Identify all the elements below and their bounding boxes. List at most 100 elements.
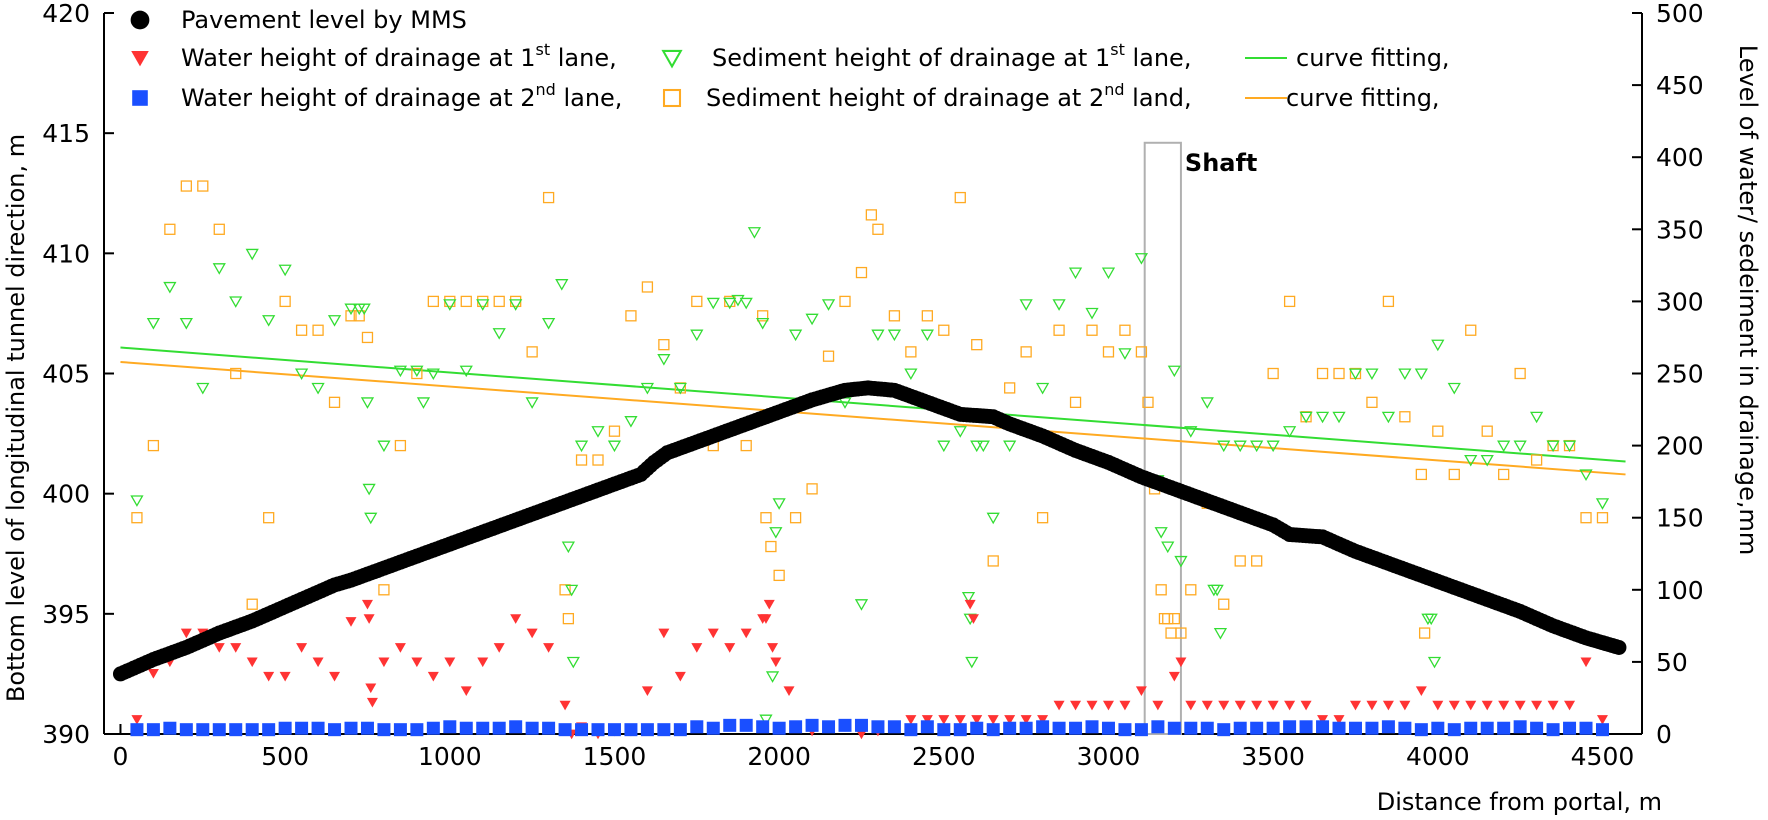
water2-point — [1299, 720, 1313, 734]
water1-point — [1004, 715, 1016, 725]
water2-point — [624, 723, 638, 737]
sed1-point — [1513, 440, 1527, 453]
water2-point — [1447, 723, 1461, 737]
water2-point — [1316, 720, 1330, 734]
sed1-point — [163, 281, 177, 294]
water2-point — [410, 723, 424, 737]
sed2-point — [378, 584, 390, 596]
water1-point — [1448, 700, 1460, 711]
sed1-point — [364, 512, 378, 525]
sed2-point — [361, 331, 374, 344]
sed1-point — [1134, 253, 1149, 265]
water2-point — [1332, 721, 1346, 735]
y-right-tick-label: 150 — [1656, 504, 1704, 533]
water1-point — [1564, 700, 1576, 711]
sed1-point — [1154, 527, 1168, 539]
sed1-point — [1118, 348, 1132, 360]
water1-legend-text: Water height of drainage at 1 — [181, 44, 536, 72]
sed2-point — [608, 425, 621, 437]
water1-point — [543, 643, 555, 653]
water2-point — [904, 723, 918, 737]
sed1-point — [739, 297, 753, 310]
y-right-tick-label: 250 — [1656, 360, 1704, 389]
sed1-point — [640, 382, 655, 395]
sed2-point — [1185, 584, 1197, 596]
sed2-point — [1251, 555, 1263, 567]
sed2-point — [1596, 512, 1609, 524]
sed1-point — [591, 426, 605, 438]
sed1-point — [1497, 440, 1511, 453]
x-tick-label: 2500 — [912, 742, 976, 771]
sed2-point — [865, 209, 878, 221]
water1-point — [1465, 700, 1477, 711]
sed1-point — [566, 656, 580, 669]
x-axis-title: Distance from portal, m — [1377, 788, 1662, 816]
sed2-point — [757, 310, 769, 322]
x-tick-label: 1000 — [418, 742, 482, 771]
water2-point — [360, 721, 374, 735]
water2-point — [278, 721, 292, 735]
water1-point — [1102, 700, 1114, 711]
sed1-point — [492, 328, 506, 340]
water1-point — [312, 657, 324, 668]
water1-point — [559, 700, 571, 711]
water2-point — [1365, 721, 1379, 735]
water2-point — [1497, 721, 1511, 735]
sed2-point — [444, 295, 456, 308]
sed1-point — [759, 714, 773, 727]
sed2-point — [1020, 346, 1032, 358]
y-left-tick-label: 390 — [42, 720, 90, 749]
sed1-point — [871, 329, 885, 342]
water2-point — [1464, 721, 1478, 735]
water1-point — [1070, 700, 1082, 711]
y-right-tick-label: 200 — [1656, 432, 1704, 461]
sed1-point — [1200, 397, 1214, 409]
water1-point — [1251, 700, 1263, 711]
sed1-point — [509, 299, 523, 311]
sed2-point — [1418, 627, 1431, 639]
sed1-point — [327, 315, 342, 327]
sed1-point — [574, 440, 589, 453]
water1-point — [345, 617, 357, 627]
sed2-point — [822, 350, 835, 362]
water1-point — [329, 671, 341, 682]
water1-point — [763, 599, 775, 610]
water1-point — [510, 614, 522, 624]
sed1-point — [476, 299, 490, 311]
sed1-point — [1035, 382, 1050, 395]
x-tick-label: 2000 — [747, 742, 811, 771]
sed1-point — [1101, 267, 1116, 280]
sed2-point — [1366, 396, 1378, 408]
sed2-point — [1119, 324, 1131, 336]
water1-point — [641, 686, 653, 696]
sed1-point — [212, 263, 226, 275]
sed1-point — [360, 397, 375, 409]
water1-point — [246, 657, 258, 668]
sed1-point — [311, 382, 325, 395]
sed2-point — [1382, 295, 1395, 308]
sed1-point — [1464, 454, 1478, 467]
water2-point — [1250, 721, 1264, 735]
water1-point — [263, 671, 275, 682]
sed1-point — [756, 317, 770, 330]
sed2-point — [345, 310, 357, 322]
water2-point — [542, 721, 556, 735]
sed2-point — [921, 310, 933, 322]
sed1-point — [607, 440, 622, 453]
x-tick-label: 3000 — [1077, 742, 1141, 771]
sed2-point — [1165, 627, 1177, 639]
y-right-tick-label: 300 — [1656, 287, 1704, 316]
water1-point — [213, 643, 225, 653]
sed2-series — [131, 180, 1609, 639]
water1-point — [363, 614, 375, 624]
water1-point — [1053, 700, 1065, 711]
sed1-point — [1174, 555, 1188, 568]
water2-legend-text: Water height of drainage at 2 — [181, 84, 536, 112]
sed1-point — [788, 329, 803, 342]
sed1-legend-sup: st — [1110, 40, 1125, 59]
water2-point — [262, 723, 276, 737]
water2-point — [1381, 720, 1395, 734]
water2-point — [196, 723, 210, 737]
sed2-point — [411, 367, 423, 380]
